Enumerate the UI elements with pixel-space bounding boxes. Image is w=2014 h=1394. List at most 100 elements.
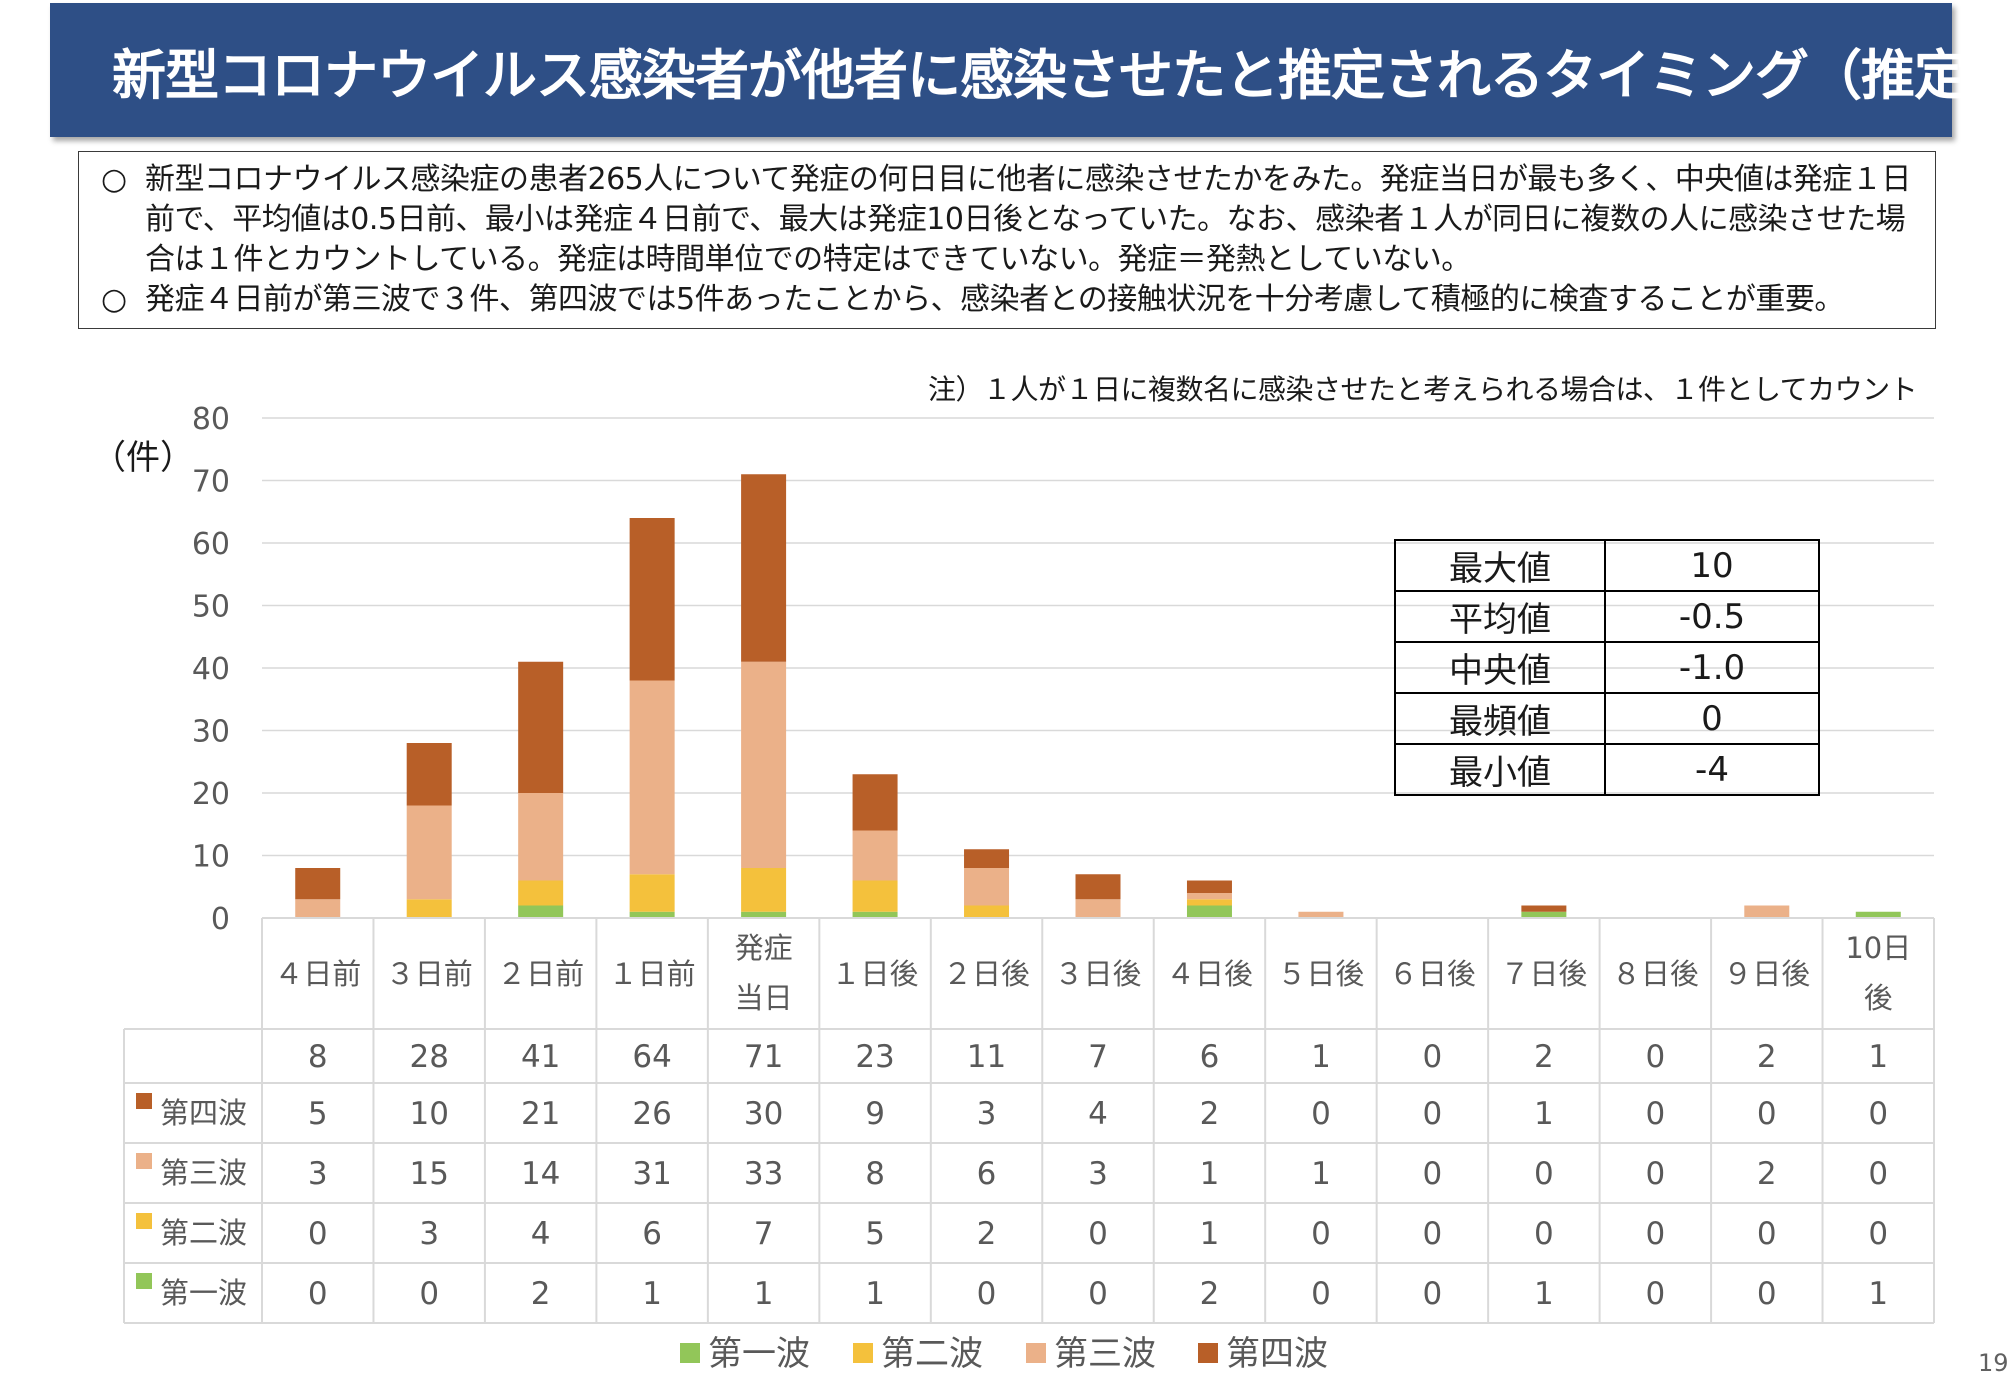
series-value: 5 [308,1096,328,1132]
series-value: 26 [632,1096,671,1132]
bar-segment [964,849,1010,868]
series-value: 7 [754,1216,774,1252]
bar-segment [741,474,787,662]
y-tick-label: 20 [192,777,230,812]
series-value: 0 [1088,1216,1108,1252]
stat-label: 最頻値 [1394,692,1606,745]
bar-segment [741,661,787,868]
summary-text-1: 新型コロナウイルス感染症の患者265人について発症の何日目に他者に感染させたかを… [145,162,1911,277]
series-value: 10 [409,1096,448,1132]
x-category-label: １日後 [832,957,919,991]
series-value: 30 [744,1096,783,1132]
stat-row: 中央値 -1.0 [1394,641,1820,694]
legend-key [136,1273,152,1289]
bar-segment [518,793,564,881]
series-value: 0 [1868,1156,1888,1192]
series-value: 8 [865,1156,885,1192]
series-row-label: 第三波 [160,1156,247,1190]
total-value: 7 [1088,1039,1108,1075]
bar-segment [1521,911,1567,918]
x-category-label: ６日後 [1389,957,1476,991]
stat-row: 平均値 -0.5 [1394,590,1820,643]
series-row-label: 第四波 [160,1096,247,1130]
x-category-label: 10日 [1845,931,1911,965]
stat-label: 最小値 [1394,743,1606,796]
series-value: 0 [1645,1096,1665,1132]
stat-label: 最大値 [1394,539,1606,592]
series-value: 0 [1534,1216,1554,1252]
bar-segment [629,874,675,912]
series-value: 0 [1088,1276,1108,1312]
series-value: 3 [419,1216,439,1252]
series-value: 1 [1311,1156,1331,1192]
series-value: 0 [1757,1276,1777,1312]
summary-item-1: ○ 新型コロナウイルス感染症の患者265人について発症の何日目に他者に感染させたか… [101,160,1915,280]
bar-segment [1298,911,1344,918]
total-value: 2 [1757,1039,1777,1075]
series-value: 1 [1200,1156,1220,1192]
legend-key [136,1093,152,1109]
legend-label: 第一波 [708,1334,810,1374]
legend-swatch [1026,1343,1046,1363]
series-value: 2 [1200,1096,1220,1132]
bar-segment [1744,905,1790,918]
page-number: 19 [1978,1349,2009,1377]
series-value: 0 [308,1216,328,1252]
bar-segment [1075,874,1121,900]
stat-row: 最大値 10 [1394,539,1820,592]
series-value: 2 [531,1276,551,1312]
x-category-label: １日前 [609,957,696,991]
y-tick-label: 10 [192,840,230,875]
y-tick-label: 30 [192,715,230,750]
bar-segment [518,905,564,918]
bar-segment [518,661,564,793]
x-category-label: ５日後 [1277,957,1364,991]
y-tick-label: 60 [192,527,230,562]
stat-label: 平均値 [1394,590,1606,643]
y-tick-label: 80 [192,402,230,437]
series-value: 0 [1423,1216,1443,1252]
series-value: 4 [1088,1096,1108,1132]
series-value: 2 [1757,1156,1777,1192]
bar-segment [406,899,452,918]
series-value: 1 [1534,1276,1554,1312]
bullet-marker: ○ [101,162,127,197]
series-value: 0 [1757,1216,1777,1252]
total-value: 41 [521,1039,560,1075]
x-category-label: ４日後 [1166,957,1253,991]
x-category-label: ２日前 [497,957,584,991]
stat-value: 10 [1604,539,1820,592]
y-axis-unit-label: （件） [92,438,194,478]
x-category-label: ４日前 [274,957,361,991]
series-value: 0 [1311,1276,1331,1312]
bar-segment [629,518,675,681]
series-value: 1 [754,1276,774,1312]
series-value: 6 [642,1216,662,1252]
series-row-label: 第一波 [160,1276,247,1310]
bar-segment [295,899,341,918]
bar-segment [1521,905,1567,912]
total-value: 1 [1868,1039,1888,1075]
chart-note: 注）１人が１日に複数名に感染させたと考えられる場合は、１件としてカウント [928,373,1918,406]
bar-segment [852,774,898,831]
total-value: 0 [1423,1039,1443,1075]
stat-row: 最小値 -4 [1394,743,1820,796]
x-category-label: ９日後 [1723,957,1810,991]
bar-segment [629,911,675,918]
stat-value: -0.5 [1604,590,1820,643]
bar-segment [964,905,1010,918]
bar-segment [1186,899,1232,906]
series-value: 1 [1868,1276,1888,1312]
total-value: 11 [967,1039,1006,1075]
title-bar: 新型コロナウイルス感染者が他者に感染させたと推定されるタイミング（推定） [50,3,2014,137]
series-value: 2 [977,1216,997,1252]
series-value: 0 [1757,1096,1777,1132]
series-value: 3 [308,1156,328,1192]
legend-label: 第三波 [1054,1334,1156,1374]
series-value: 2 [1200,1276,1220,1312]
series-value: 33 [744,1156,783,1192]
series-value: 0 [1534,1156,1554,1192]
series-row-label: 第二波 [160,1216,247,1250]
bar-segment [964,868,1010,906]
series-value: 6 [977,1156,997,1192]
